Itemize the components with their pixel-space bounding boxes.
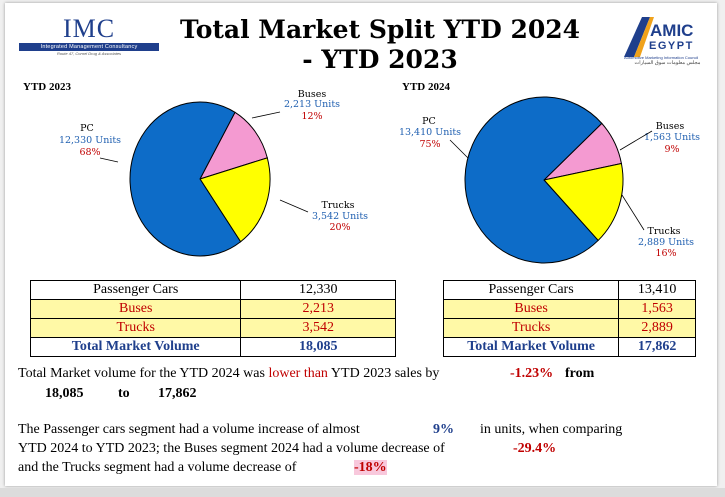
imc-logo-subtitle: Integrated Management Consultancy bbox=[19, 43, 159, 51]
row-value-trucks: 3,542 bbox=[240, 318, 396, 338]
pie-2023-label-buses-pct: 12% bbox=[301, 111, 322, 122]
slide: IMC Integrated Management Consultancy Ro… bbox=[5, 3, 717, 486]
summary-line-1-c: YTD 2023 sales by bbox=[327, 366, 440, 381]
summary-from-word: from bbox=[565, 366, 595, 381]
row-label-trucks: Trucks bbox=[442, 318, 620, 338]
pie-2024-label-pc-units: 13,410 Units bbox=[399, 127, 461, 138]
pie-2024-label-buses-pct: 9% bbox=[664, 144, 679, 155]
pie-2023-leader-trucks bbox=[279, 199, 309, 213]
pie-2024-slice-trucks bbox=[543, 162, 624, 242]
summary-line-1-a: Total Market volume for the YTD 2024 was bbox=[18, 366, 269, 381]
amic-logo-arabic: مجلس معلومات سوق السيارات bbox=[634, 60, 701, 66]
summary-line-1: Total Market volume for the YTD 2024 was… bbox=[18, 366, 439, 382]
paragraph-line-1-end: in units, when comparing bbox=[480, 422, 623, 437]
pie-2024-label-pc-name: PC bbox=[422, 116, 436, 127]
title-line-1: Total Market Split YTD 2024 bbox=[179, 15, 581, 44]
amic-logo-mark: AMIC EGYPT Automotive Marketing Informat… bbox=[624, 17, 698, 60]
pie-2023-title: YTD 2023 bbox=[23, 81, 71, 93]
row-label-total: Total Market Volume bbox=[442, 337, 620, 357]
pie-2024-leader-pc bbox=[449, 139, 469, 159]
pie-2024-label-trucks-name: Trucks bbox=[648, 226, 681, 237]
pie-2023-slice-buses bbox=[198, 111, 268, 180]
bottom-band bbox=[0, 488, 725, 497]
row-label-passenger-cars: Passenger Cars bbox=[442, 280, 620, 300]
pie-2023-slice-pc bbox=[129, 101, 242, 257]
pie-2023-label-pc-pct: 68% bbox=[79, 147, 100, 158]
table-row: Buses 2,213 bbox=[29, 299, 396, 319]
paragraph-line-1: The Passenger cars segment had a volume … bbox=[18, 422, 360, 437]
pie-2024-title: YTD 2024 bbox=[402, 81, 450, 93]
pie-2024-label-buses-name: Buses bbox=[656, 121, 685, 132]
pie-2023-label-trucks-pct: 20% bbox=[329, 222, 350, 233]
summary-to-word: to bbox=[118, 386, 130, 401]
amic-logo-top-text: AMIC bbox=[650, 21, 693, 40]
pie-2024-label-buses-units: 1,563 Units bbox=[644, 132, 700, 143]
pie-2024-label-trucks-units: 2,889 Units bbox=[638, 237, 694, 248]
pie-2023-leader-pc bbox=[99, 157, 119, 163]
row-label-buses: Buses bbox=[29, 299, 242, 319]
summary-from-value: 18,085 bbox=[45, 386, 84, 401]
table-row: Trucks 3,542 bbox=[29, 318, 396, 338]
pie-2024-leader-buses bbox=[619, 130, 653, 151]
pie-2023-label-buses-name: Buses bbox=[298, 89, 327, 100]
imc-logo-tagline: Route 47, Cornel Drug & Associates bbox=[56, 51, 122, 56]
summary-total-change-pct: -1.23% bbox=[510, 366, 554, 381]
pie-2024-leader-trucks bbox=[621, 194, 645, 231]
paragraph-buses-pct: -29.4% bbox=[513, 441, 557, 456]
pie-2024 bbox=[464, 96, 624, 264]
paragraph-line-2: YTD 2024 to YTD 2023; the Buses segment … bbox=[18, 441, 445, 456]
pie-2023-label-trucks-units: 3,542 Units bbox=[312, 211, 368, 222]
row-value-total: 17,862 bbox=[618, 337, 696, 357]
imc-logo-name: IMC bbox=[62, 14, 116, 43]
summary-line-1-lower: lower than bbox=[268, 366, 328, 381]
row-label-passenger-cars: Passenger Cars bbox=[29, 280, 242, 300]
amic-logo: AMIC EGYPT Automotive Marketing Informat… bbox=[620, 15, 715, 71]
page-title: Total Market Split YTD 2024 - YTD 2023 bbox=[170, 15, 590, 75]
table-row: Passenger Cars 12,330 bbox=[29, 280, 396, 300]
pie-2024-slice-pc bbox=[464, 96, 603, 264]
row-value-buses: 2,213 bbox=[240, 299, 396, 319]
pie-2023-leader-buses bbox=[251, 111, 281, 119]
row-label-total: Total Market Volume bbox=[29, 337, 242, 357]
row-label-trucks: Trucks bbox=[29, 318, 242, 338]
pie-2024-label-trucks-pct: 16% bbox=[655, 248, 676, 259]
table-row: Buses 1,563 bbox=[442, 299, 696, 319]
table-row: Passenger Cars 13,410 bbox=[442, 280, 696, 300]
row-value-buses: 1,563 bbox=[618, 299, 696, 319]
table-ytd-2023: Passenger Cars 12,330 Buses 2,213 Trucks… bbox=[29, 280, 396, 357]
amic-logo-bottom-text: EGYPT bbox=[649, 40, 694, 52]
paragraph-line-3: and the Trucks segment had a volume decr… bbox=[18, 460, 297, 475]
pie-2023-slice-trucks bbox=[199, 157, 271, 243]
table-ytd-2024: Passenger Cars 13,410 Buses 1,563 Trucks… bbox=[442, 280, 696, 357]
pie-charts: YTD 2023 YTD 2024 PC 12,330 Units 68% Bu… bbox=[23, 81, 700, 264]
summary-to-value: 17,862 bbox=[158, 386, 197, 401]
paragraph-trucks-pct-text: -18% bbox=[354, 460, 387, 475]
row-value-total: 18,085 bbox=[240, 337, 396, 357]
row-value-passenger-cars: 12,330 bbox=[240, 280, 396, 300]
table-row: Total Market Volume 17,862 bbox=[442, 337, 696, 357]
row-label-buses: Buses bbox=[442, 299, 620, 319]
pie-2023-label-trucks-name: Trucks bbox=[322, 200, 355, 211]
pie-2023 bbox=[129, 101, 271, 257]
pie-2023-label-pc-units: 12,330 Units bbox=[59, 135, 121, 146]
paragraph-trucks-pct: -18% bbox=[354, 460, 387, 476]
row-value-trucks: 2,889 bbox=[618, 318, 696, 338]
paragraph-pc-pct: 9% bbox=[433, 422, 454, 437]
amic-logo-subtitle: Automotive Marketing Information Council bbox=[624, 55, 698, 60]
table-row: Trucks 2,889 bbox=[442, 318, 696, 338]
pie-2024-label-pc-pct: 75% bbox=[419, 139, 440, 150]
pie-2023-label-buses-units: 2,213 Units bbox=[284, 99, 340, 110]
pie-2023-label-pc-name: PC bbox=[80, 123, 94, 134]
row-value-passenger-cars: 13,410 bbox=[618, 280, 696, 300]
title-line-2: - YTD 2023 bbox=[302, 45, 458, 74]
imc-logo: IMC Integrated Management Consultancy Ro… bbox=[19, 15, 159, 56]
table-row: Total Market Volume 18,085 bbox=[29, 337, 396, 357]
